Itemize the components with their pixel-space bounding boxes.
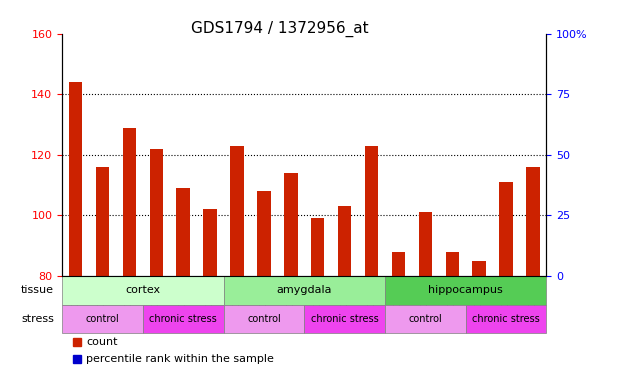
FancyBboxPatch shape bbox=[224, 276, 385, 304]
Bar bbox=[499, 182, 513, 276]
Bar bbox=[176, 188, 190, 276]
Text: count: count bbox=[86, 337, 118, 347]
FancyBboxPatch shape bbox=[385, 276, 546, 304]
Text: amygdala: amygdala bbox=[276, 285, 332, 295]
Text: control: control bbox=[409, 314, 442, 324]
Text: control: control bbox=[86, 314, 119, 324]
Bar bbox=[257, 191, 271, 276]
Bar bbox=[526, 167, 540, 276]
Bar bbox=[365, 146, 378, 276]
Text: GDS1794 / 1372956_at: GDS1794 / 1372956_at bbox=[191, 21, 368, 37]
Bar bbox=[123, 128, 136, 276]
Text: chronic stress: chronic stress bbox=[149, 314, 217, 324]
Bar bbox=[392, 252, 405, 276]
Text: tissue: tissue bbox=[21, 285, 54, 295]
Bar bbox=[284, 173, 297, 276]
Bar bbox=[204, 209, 217, 276]
Bar bbox=[419, 212, 432, 276]
Text: chronic stress: chronic stress bbox=[472, 314, 540, 324]
Text: hippocampus: hippocampus bbox=[428, 285, 503, 295]
FancyBboxPatch shape bbox=[466, 304, 546, 333]
FancyBboxPatch shape bbox=[224, 304, 304, 333]
FancyBboxPatch shape bbox=[143, 304, 224, 333]
Bar bbox=[338, 206, 351, 276]
FancyBboxPatch shape bbox=[62, 276, 224, 304]
Bar bbox=[311, 218, 324, 276]
FancyBboxPatch shape bbox=[304, 304, 385, 333]
Bar bbox=[473, 261, 486, 276]
Text: stress: stress bbox=[21, 314, 54, 324]
FancyBboxPatch shape bbox=[385, 304, 466, 333]
Text: chronic stress: chronic stress bbox=[310, 314, 379, 324]
Text: control: control bbox=[247, 314, 281, 324]
Text: percentile rank within the sample: percentile rank within the sample bbox=[86, 354, 274, 364]
Text: cortex: cortex bbox=[125, 285, 160, 295]
Bar bbox=[445, 252, 459, 276]
Bar bbox=[230, 146, 243, 276]
Bar bbox=[150, 149, 163, 276]
FancyBboxPatch shape bbox=[62, 304, 143, 333]
Bar bbox=[69, 82, 83, 276]
Bar bbox=[96, 167, 109, 276]
